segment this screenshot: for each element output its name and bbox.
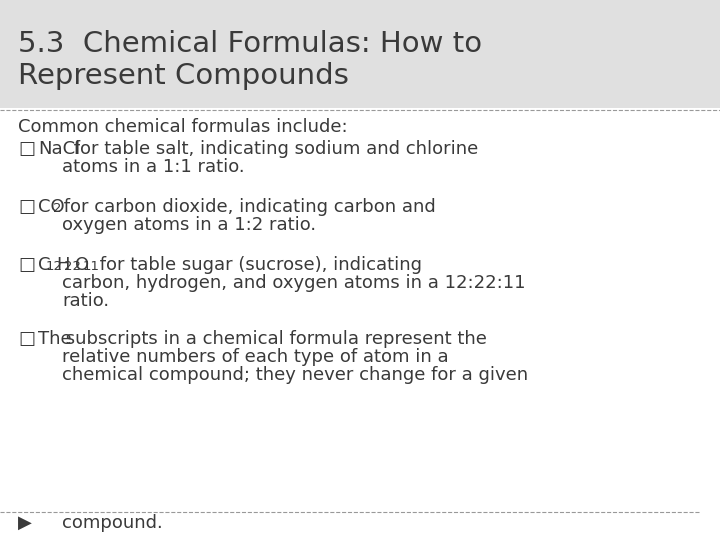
Text: subscripts in a chemical formula represent the: subscripts in a chemical formula represe… — [60, 330, 487, 348]
Text: □: □ — [18, 140, 35, 158]
Text: 5.3  Chemical Formulas: How to: 5.3 Chemical Formulas: How to — [18, 30, 482, 58]
Text: O: O — [75, 256, 89, 274]
Text: CO: CO — [38, 198, 65, 216]
Text: □: □ — [18, 256, 35, 274]
Text: C: C — [38, 256, 50, 274]
Text: ▶: ▶ — [18, 514, 32, 532]
Text: NaCl: NaCl — [38, 140, 80, 158]
Text: atoms in a 1:1 ratio.: atoms in a 1:1 ratio. — [62, 158, 245, 176]
Text: oxygen atoms in a 1:2 ratio.: oxygen atoms in a 1:2 ratio. — [62, 216, 316, 234]
Text: Common chemical formulas include:: Common chemical formulas include: — [18, 118, 348, 136]
Text: 2: 2 — [53, 202, 61, 215]
Text: carbon, hydrogen, and oxygen atoms in a 12:22:11: carbon, hydrogen, and oxygen atoms in a … — [62, 274, 526, 292]
Text: Represent Compounds: Represent Compounds — [18, 62, 349, 90]
Text: for table salt, indicating sodium and chlorine: for table salt, indicating sodium and ch… — [68, 140, 478, 158]
Bar — [0, 0, 720, 108]
Text: □: □ — [18, 198, 35, 216]
Text: The: The — [38, 330, 71, 348]
Text: ratio.: ratio. — [62, 292, 109, 310]
Text: for carbon dioxide, indicating carbon and: for carbon dioxide, indicating carbon an… — [58, 198, 436, 216]
Text: relative numbers of each type of atom in a: relative numbers of each type of atom in… — [62, 348, 449, 366]
Text: for table sugar (sucrose), indicating: for table sugar (sucrose), indicating — [94, 256, 421, 274]
Text: H: H — [56, 256, 70, 274]
Text: compound.: compound. — [62, 514, 163, 532]
Text: 22: 22 — [64, 260, 81, 273]
Text: 11: 11 — [83, 260, 99, 273]
Text: □: □ — [18, 330, 35, 348]
Text: chemical compound; they never change for a given: chemical compound; they never change for… — [62, 366, 528, 384]
Text: 12: 12 — [45, 260, 63, 273]
